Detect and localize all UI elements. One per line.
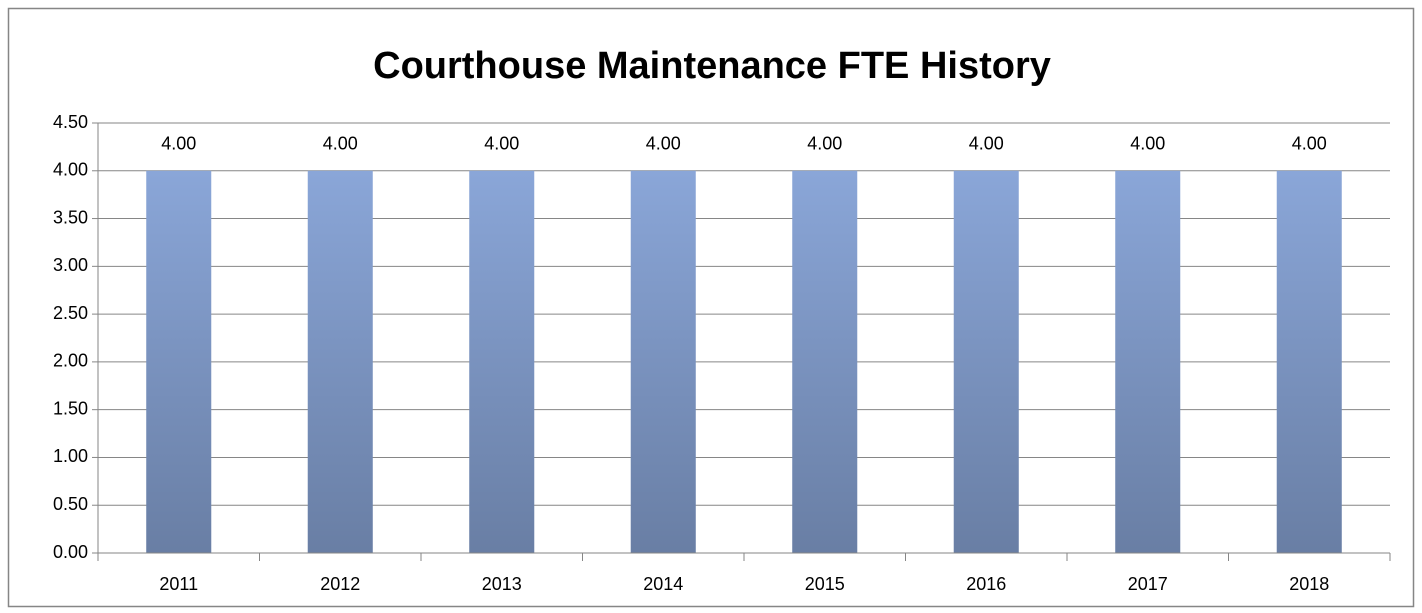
bar-shade	[1115, 170, 1181, 553]
x-tick-label: 2015	[805, 574, 845, 594]
bar-shade	[792, 170, 858, 553]
y-tick-label: 3.00	[53, 255, 88, 275]
data-label: 4.00	[1130, 134, 1165, 154]
x-tick-label: 2013	[482, 574, 522, 594]
y-tick-label: 2.00	[53, 351, 88, 371]
y-tick-label: 3.50	[53, 207, 88, 227]
x-tick-label: 2014	[643, 574, 683, 594]
data-label: 4.00	[646, 134, 681, 154]
x-tick-label: 2018	[1289, 574, 1329, 594]
x-tick-label: 2017	[1128, 574, 1168, 594]
x-tick-label: 2016	[966, 574, 1006, 594]
chart-title: Courthouse Maintenance FTE History	[373, 45, 1051, 87]
data-label: 4.00	[807, 134, 842, 154]
bar-shade	[1276, 170, 1342, 553]
y-tick-label: 0.50	[53, 494, 88, 514]
data-label: 4.00	[1292, 134, 1327, 154]
bar-shade	[630, 170, 696, 553]
y-tick-label: 1.50	[53, 398, 88, 418]
y-tick-label: 1.00	[53, 446, 88, 466]
data-label: 4.00	[323, 134, 358, 154]
y-tick-label: 0.00	[53, 542, 88, 562]
data-label: 4.00	[484, 134, 519, 154]
chart-border	[7, 7, 1415, 608]
y-tick-label: 4.50	[53, 112, 88, 132]
data-label: 4.00	[161, 134, 196, 154]
bar-shade	[953, 170, 1019, 553]
bar-shade	[469, 170, 535, 553]
x-tick-label: 2011	[159, 574, 198, 594]
y-tick-label: 4.00	[53, 160, 88, 180]
data-label: 4.00	[969, 134, 1004, 154]
bar-shade	[146, 170, 212, 553]
bar-shade	[307, 170, 373, 553]
y-tick-label: 2.50	[53, 303, 88, 323]
x-tick-label: 2012	[320, 574, 360, 594]
